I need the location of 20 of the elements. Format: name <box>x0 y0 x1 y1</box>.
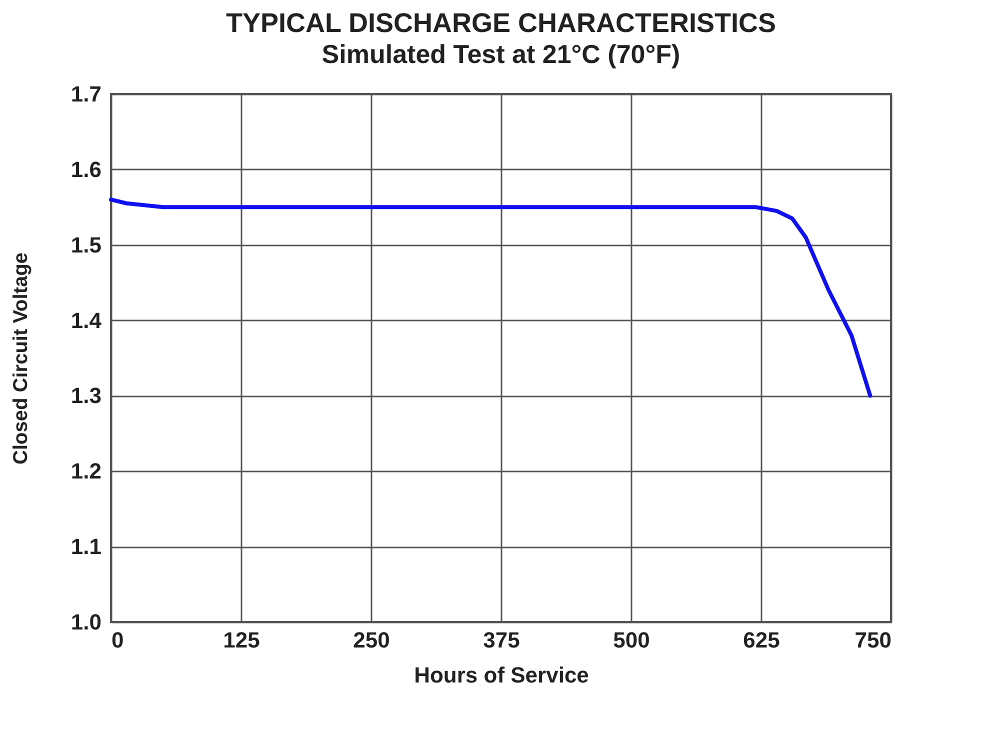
y-tick-label: 1.7 <box>70 82 102 106</box>
y-tick-label: 1.3 <box>70 383 102 408</box>
y-tick-label: 1.0 <box>70 610 102 634</box>
x-tick-label: 0 <box>112 628 124 652</box>
y-axis-title: Closed Circuit Voltage <box>10 252 32 464</box>
x-tick-label: 375 <box>483 628 520 652</box>
y-tick-label: 1.5 <box>70 232 102 258</box>
x-tick-label: 625 <box>743 628 780 652</box>
y-tick-label: 1.1 <box>70 534 102 560</box>
y-tick-label: 1.6 <box>70 156 102 182</box>
y-tick-label: 1.2 <box>70 458 102 484</box>
chart-title: TYPICAL DISCHARGE CHARACTERISTICS <box>226 8 776 38</box>
x-tick-label: 500 <box>613 628 650 652</box>
x-tick-label: 750 <box>854 628 892 652</box>
chart-subtitle: Simulated Test at 21°C (70°F) <box>322 39 680 69</box>
x-tick-label: 250 <box>353 628 390 652</box>
y-tick-label: 1.4 <box>70 308 102 333</box>
line-series <box>109 198 872 398</box>
x-axis-title: Hours of Service <box>414 662 589 688</box>
x-tick-label: 125 <box>223 628 260 652</box>
